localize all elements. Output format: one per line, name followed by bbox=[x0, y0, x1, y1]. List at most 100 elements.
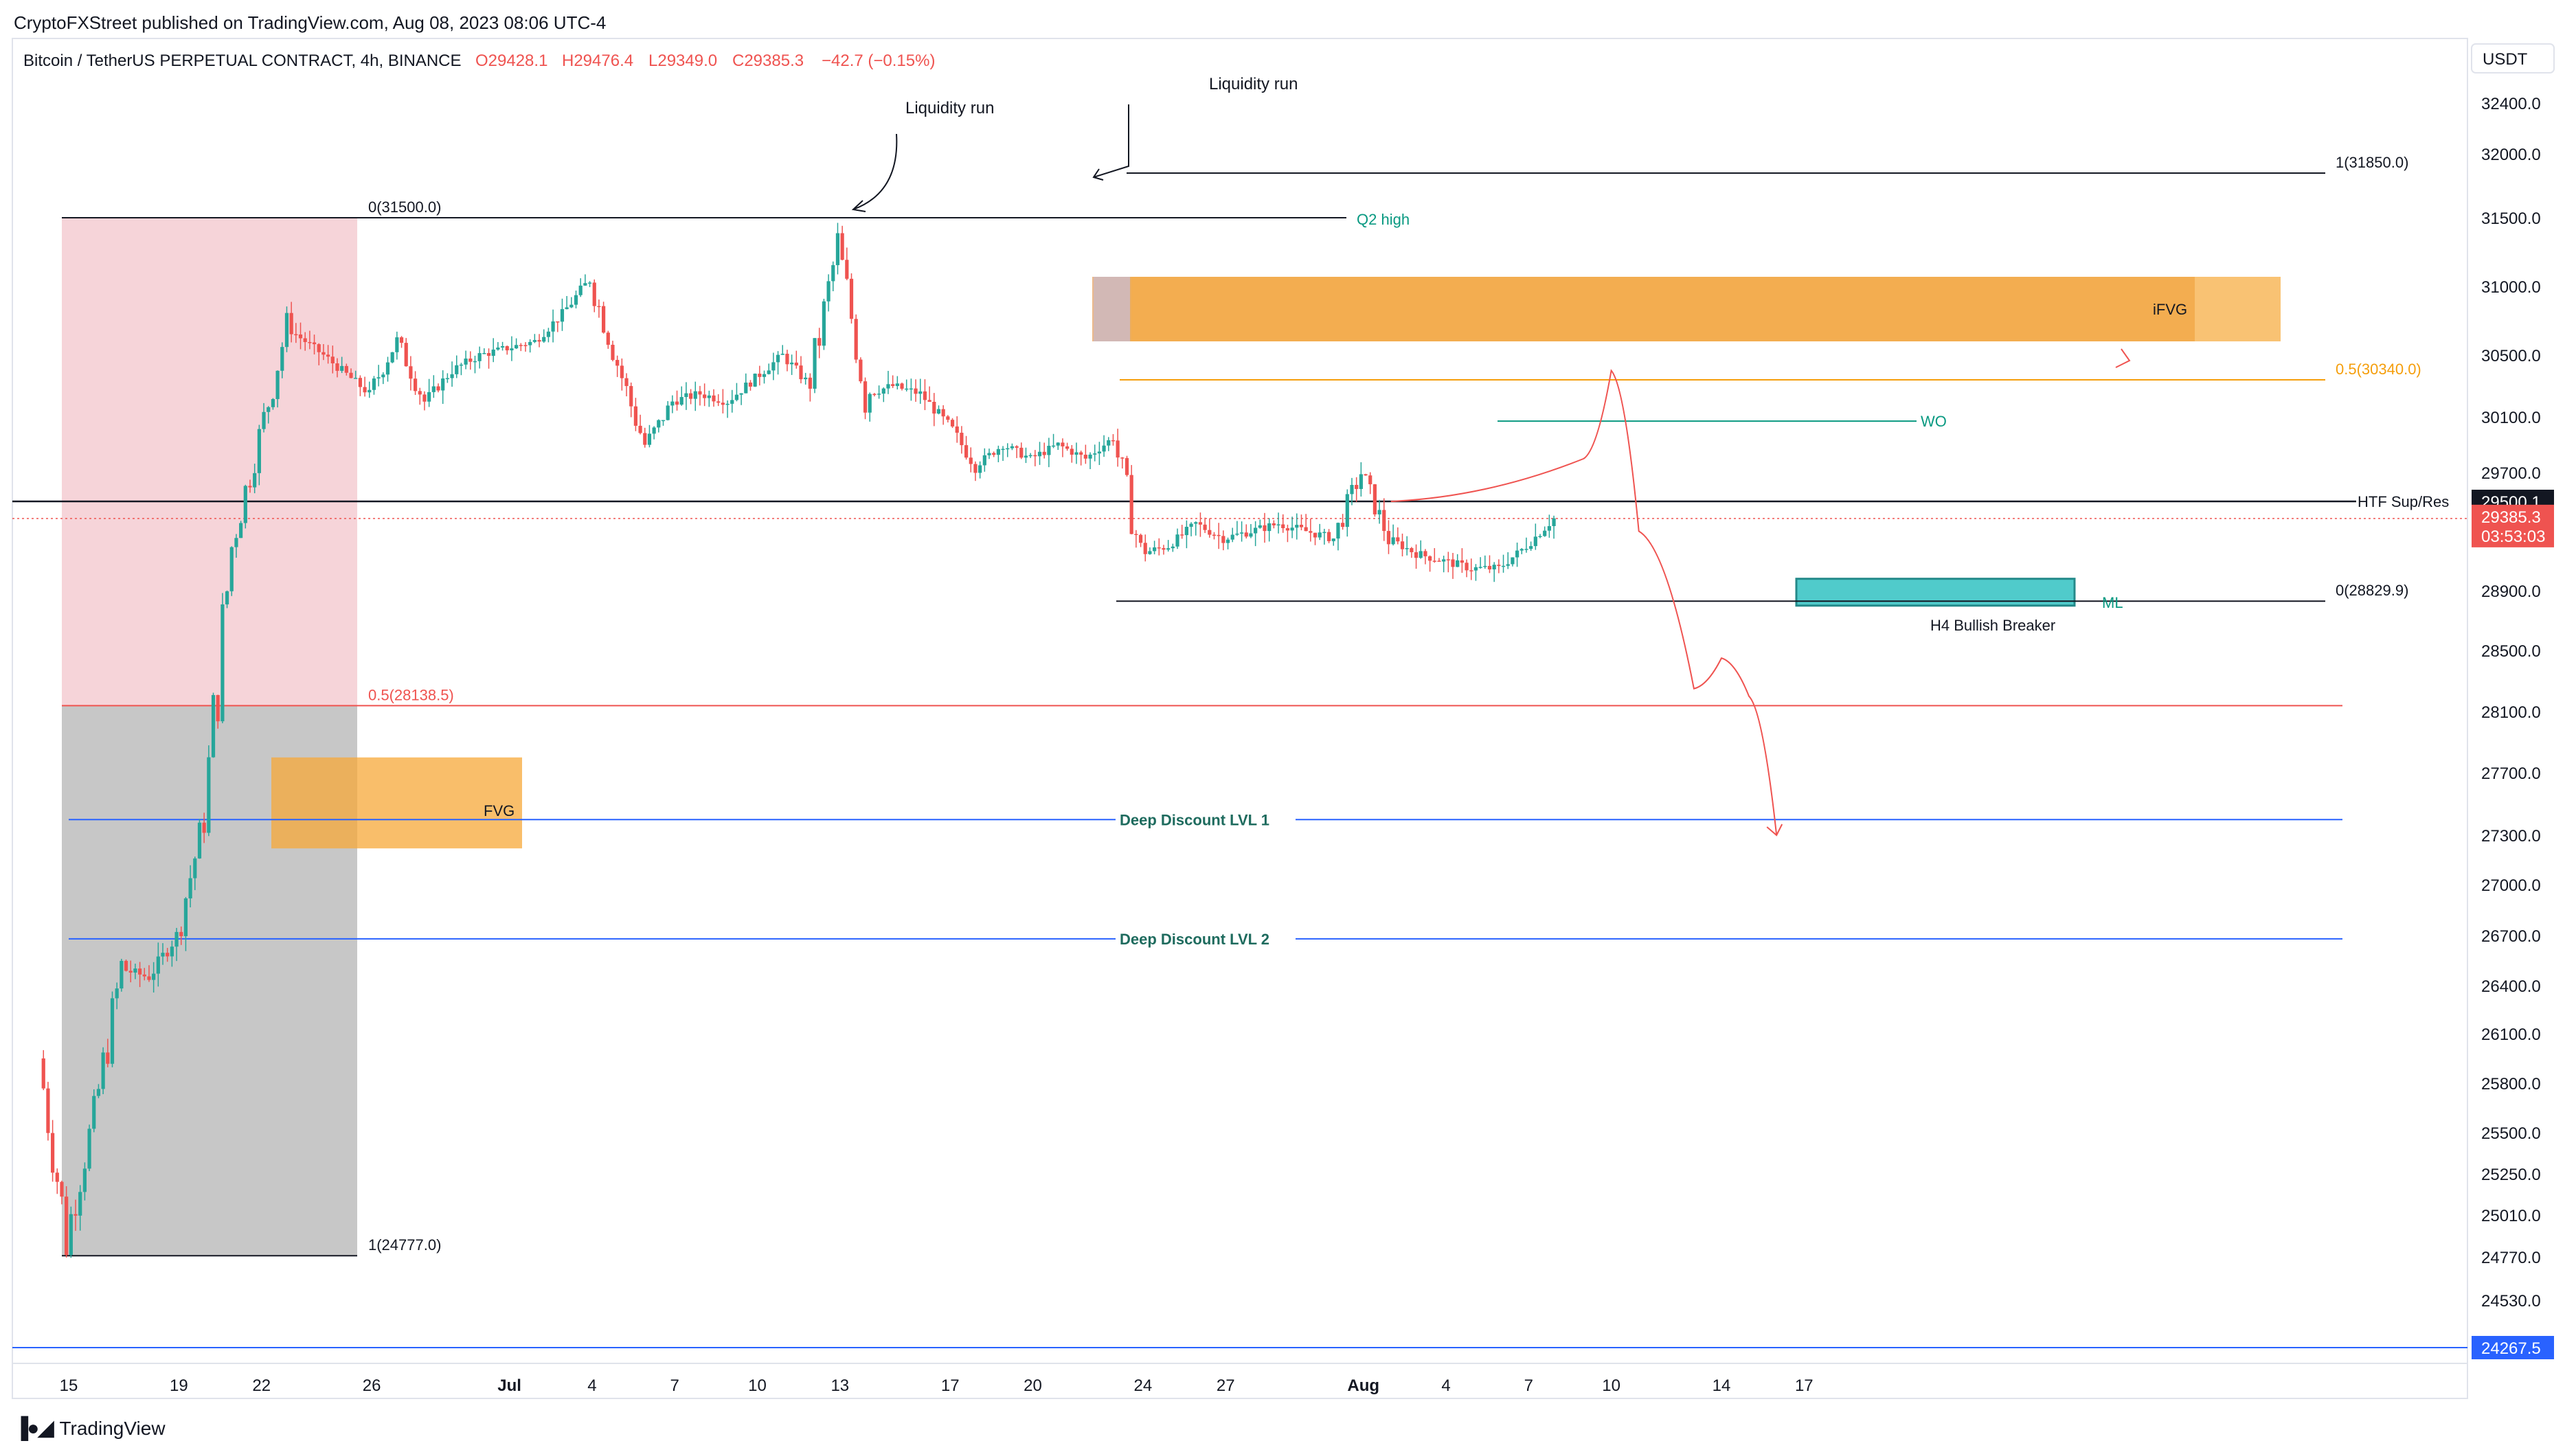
liquidity-run-label: Liquidity run bbox=[905, 99, 994, 117]
level-label: 0(28829.9) bbox=[2336, 582, 2408, 599]
time-tick-label: 20 bbox=[1024, 1376, 1042, 1395]
candle bbox=[207, 745, 211, 837]
candle bbox=[578, 278, 583, 297]
candle bbox=[1221, 530, 1225, 551]
candle bbox=[78, 1185, 82, 1231]
candle bbox=[804, 372, 808, 385]
candle bbox=[436, 383, 440, 393]
candle bbox=[1107, 437, 1111, 451]
price-axis[interactable]: 32400.0 32000.0 31500.0 31000.0 30500.0 30100… bbox=[2472, 95, 2554, 1359]
level-label-bg bbox=[1116, 808, 1296, 830]
candle bbox=[1203, 517, 1207, 534]
candle bbox=[1015, 445, 1019, 458]
level-label: HTF Sup/Res bbox=[2358, 493, 2449, 510]
candle bbox=[344, 363, 348, 376]
candle bbox=[1336, 522, 1340, 551]
candle bbox=[537, 334, 541, 348]
zone-fvg bbox=[271, 757, 522, 849]
candle bbox=[477, 346, 482, 369]
time-tick-label: 10 bbox=[1602, 1376, 1620, 1395]
candle bbox=[1460, 548, 1464, 573]
price-tick-label: 25010.0 bbox=[2481, 1207, 2541, 1225]
projection-arrowhead bbox=[2115, 348, 2131, 368]
zone-label: H4 Bullish Breaker bbox=[1930, 617, 2055, 634]
candle bbox=[349, 368, 353, 378]
candle bbox=[234, 534, 238, 558]
candle bbox=[900, 382, 904, 391]
candle bbox=[877, 385, 881, 399]
candle bbox=[390, 352, 394, 363]
candle bbox=[551, 309, 555, 343]
candle bbox=[161, 943, 165, 965]
price-tick-label: 26100.0 bbox=[2481, 1025, 2541, 1044]
price-tick-label: 24770.0 bbox=[2481, 1249, 2541, 1267]
price-tick-label: 27700.0 bbox=[2481, 764, 2541, 783]
candle bbox=[1382, 498, 1386, 541]
candle bbox=[294, 323, 298, 343]
candle bbox=[973, 461, 978, 481]
annotations-layer: Liquidity run Liquidity run bbox=[851, 75, 2131, 837]
candle bbox=[239, 521, 243, 538]
candle bbox=[1153, 541, 1157, 555]
candle bbox=[849, 273, 854, 324]
liquidity-run-label: Liquidity run bbox=[1209, 75, 1298, 93]
price-tick-label: 32000.0 bbox=[2481, 146, 2541, 164]
candle bbox=[1396, 527, 1400, 545]
symbol-legend[interactable]: Bitcoin / TetherUS PERPETUAL CONTRACT, 4… bbox=[23, 52, 935, 70]
candle bbox=[413, 371, 418, 395]
price-tick-label: 29700.0 bbox=[2481, 464, 2541, 483]
currency-badge[interactable]: USDT bbox=[2471, 43, 2555, 73]
candle bbox=[147, 965, 151, 982]
time-axis[interactable]: 15 19 22 26 Jul 4 7 10 13 17 20 24 27 Aug 4 7 10 14 17 bbox=[60, 1376, 1814, 1395]
candle bbox=[675, 390, 679, 411]
candle bbox=[982, 448, 986, 472]
candle bbox=[854, 314, 858, 363]
time-tick-label: 4 bbox=[587, 1376, 596, 1395]
price-tick-label: 30100.0 bbox=[2481, 409, 2541, 427]
candle bbox=[592, 279, 596, 313]
candle bbox=[92, 1089, 96, 1133]
candle bbox=[1033, 450, 1037, 466]
candle bbox=[955, 416, 959, 443]
candle bbox=[1051, 433, 1056, 449]
candle bbox=[317, 343, 321, 365]
candle bbox=[1244, 524, 1248, 538]
candle bbox=[96, 1084, 101, 1098]
candle bbox=[519, 343, 523, 352]
candle bbox=[725, 400, 730, 418]
tradingview-logo[interactable]: ▐●◢ TradingView bbox=[14, 1416, 166, 1440]
candle bbox=[1345, 489, 1349, 537]
level-label: WO bbox=[1921, 413, 1947, 430]
candle bbox=[891, 375, 895, 388]
candle bbox=[1515, 542, 1519, 567]
candle bbox=[418, 387, 422, 405]
candle bbox=[1239, 521, 1244, 542]
candle bbox=[441, 370, 445, 405]
zone-label: FVG bbox=[484, 802, 515, 819]
time-tick-label: 15 bbox=[60, 1376, 78, 1395]
candle bbox=[221, 593, 225, 724]
candle bbox=[450, 361, 454, 387]
candle bbox=[510, 336, 514, 361]
candle bbox=[280, 342, 284, 378]
candle bbox=[546, 328, 551, 343]
candle bbox=[835, 223, 840, 275]
countdown-label: 03:53:03 bbox=[2481, 528, 2545, 546]
candle bbox=[482, 348, 486, 354]
candle bbox=[74, 1199, 78, 1232]
candle bbox=[817, 328, 822, 359]
time-tick-label: 14 bbox=[1713, 1376, 1731, 1395]
candle bbox=[1281, 514, 1285, 533]
candle bbox=[1428, 555, 1432, 572]
candle bbox=[257, 424, 261, 486]
plot-frame bbox=[12, 38, 2468, 1399]
candle bbox=[340, 356, 344, 374]
candle bbox=[1533, 523, 1537, 550]
candle bbox=[721, 389, 725, 413]
price-tick-label: 30500.0 bbox=[2481, 347, 2541, 365]
candle bbox=[1538, 534, 1542, 538]
candle bbox=[41, 1050, 45, 1091]
candle bbox=[1350, 477, 1354, 506]
candle bbox=[1272, 520, 1276, 529]
